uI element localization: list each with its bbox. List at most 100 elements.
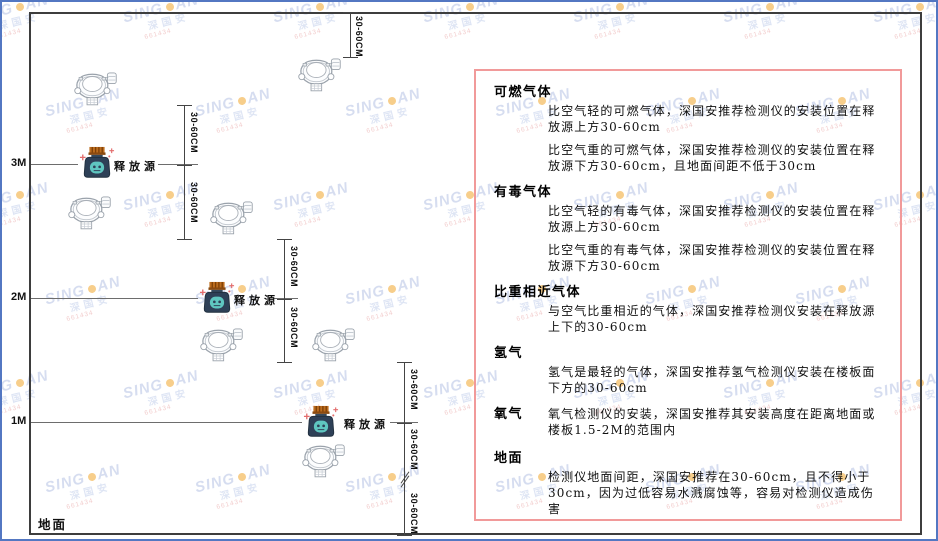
watermark-subtext: 661434 (0, 27, 23, 41)
dim-label-above-3m: 30-60CM (189, 112, 199, 154)
brand-left: SING (121, 375, 165, 403)
brand-dot-icon (14, 378, 25, 388)
brand-left: SING (0, 375, 15, 403)
watermark-brand: SING AN (193, 453, 304, 496)
detector-above-3m-source (72, 70, 118, 106)
watermark-subtext: 661434 (893, 27, 923, 41)
dimension-line-ceiling (343, 12, 358, 58)
section-title: 比重相近气体 (494, 285, 582, 300)
brand-dot-icon (14, 190, 25, 200)
watermark-brand: SING AN (343, 265, 454, 308)
release-source-2m (198, 281, 236, 317)
watermark-subtext: 661434 (65, 121, 95, 135)
brand-left: SING (343, 93, 387, 121)
section-paragraph: 氢气是最轻的气体，深国安推荐氢气检测仪安装在楼板面下方的30-60cm (548, 365, 876, 395)
brand-right: AN (23, 179, 51, 202)
detector-below-1m-source (300, 442, 346, 478)
watermark-subtext: 661434 (743, 27, 773, 41)
brand-dot-icon (386, 284, 397, 294)
brand-left: SING (43, 469, 87, 497)
watermark-cn: 深国安 (218, 105, 263, 127)
brand-right: AN (95, 273, 123, 296)
ground-label: 地面 (38, 517, 68, 532)
watermark-subtext: 661434 (365, 121, 395, 135)
gas-detector-icon (210, 201, 253, 235)
height-label-1m: 1M (11, 415, 27, 427)
section-ground: 地面 检测仪地面间距，深国安推荐在30-60cm，且不得小于30cm，因为过低容… (492, 447, 884, 517)
watermark-brand: SING AN (121, 359, 232, 402)
brand-dot-icon (86, 284, 97, 294)
height-line-3m-extension (158, 164, 198, 165)
brand-left: SING (271, 375, 315, 403)
brand-dot-icon (314, 2, 325, 12)
watermark-subtext: 661434 (215, 497, 245, 511)
dimension-line-2m (277, 239, 292, 363)
brand-dot-icon (164, 190, 175, 200)
watermark-cn: 深国安 (0, 11, 41, 33)
gas-detector-icon (302, 444, 345, 478)
dim-label-ground: 30-60CM (409, 493, 419, 535)
brand-dot-icon (314, 190, 325, 200)
installation-guide-panel: 可燃气体 比空气轻的可燃气体，深国安推荐检测仪的安装位置在释放源上方30-60c… (474, 69, 902, 521)
gas-detector-icon (200, 328, 243, 362)
brand-left: SING (343, 281, 387, 309)
watermark-cn: 深国安 (146, 387, 191, 409)
brand-left: SING (421, 187, 465, 215)
watermark-brand: SING AN (271, 359, 382, 402)
watermark-cn: 深国安 (596, 11, 641, 33)
brand-right: AN (245, 461, 273, 484)
dim-label-above-2m: 30-60CM (289, 246, 299, 288)
watermark-subtext: 661434 (0, 403, 23, 417)
watermark-subtext: 661434 (65, 497, 95, 511)
brand-right: AN (23, 367, 51, 390)
watermark-cn: 深国安 (896, 387, 938, 409)
watermark-cn: 深国安 (218, 481, 263, 503)
dim-label-above-1m: 30-60CM (409, 369, 419, 411)
watermark-subtext: 661434 (143, 403, 173, 417)
brand-dot-icon (464, 2, 475, 12)
section-paragraph: 比空气重的可燃气体，深国安推荐检测仪的安装位置在释放源下方30-60cm，且地面… (548, 143, 876, 173)
watermark-cn: 深国安 (446, 11, 491, 33)
watermark-subtext: 661434 (365, 309, 395, 323)
section-hydrogen: 氢气 氢气是最轻的气体，深国安推荐氢气检测仪安装在楼板面下方的30-60cm (492, 342, 884, 396)
brand-dot-icon (914, 2, 925, 12)
brand-dot-icon (764, 2, 775, 12)
dim-label-ceiling: 30-60CM (354, 16, 364, 58)
detector-below-2m-source (198, 326, 244, 362)
watermark-cn: 深国安 (296, 199, 341, 221)
brand-left: SING (0, 0, 15, 27)
brand-dot-icon (164, 378, 175, 388)
brand-left: SING (193, 93, 237, 121)
brand-left: SING (193, 469, 237, 497)
release-source-icon (79, 146, 115, 178)
section-flammable-gas: 可燃气体 比空气轻的可燃气体，深国安推荐检测仪的安装位置在释放源上方30-60c… (492, 81, 884, 174)
section-paragraph: 比空气重的有毒气体，深国安推荐检测仪的安装位置在释放源下方30-60cm (548, 243, 876, 273)
watermark-cn: 深国安 (296, 11, 341, 33)
brand-left: SING (271, 187, 315, 215)
watermark-cn: 深国安 (896, 11, 938, 33)
gas-detector-icon (298, 58, 341, 92)
release-source-label-3m: 释放源 (114, 160, 159, 173)
detector-above-1m-source (310, 326, 356, 362)
brand-left: SING (0, 187, 15, 215)
watermark-cn: 深国安 (368, 293, 413, 315)
brand-right: AN (923, 367, 938, 390)
brand-left: SING (421, 375, 465, 403)
height-line-2m (31, 298, 198, 299)
release-source-3m (78, 146, 116, 182)
gas-detector-icon (74, 72, 117, 106)
section-paragraph: 比空气轻的可燃气体，深国安推荐检测仪的安装位置在释放源上方30-60cm (548, 104, 876, 134)
height-label-3m: 3M (11, 157, 27, 169)
brand-left: SING (343, 469, 387, 497)
watermark-subtext: 661434 (293, 27, 323, 41)
dimension-line-3m (177, 105, 192, 240)
